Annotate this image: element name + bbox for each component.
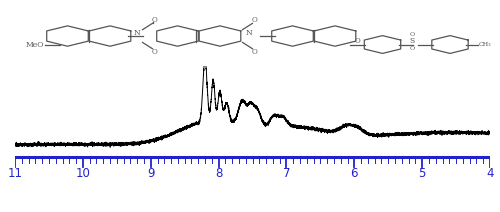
Text: 11: 11 xyxy=(8,167,22,180)
Text: 6: 6 xyxy=(350,167,358,180)
Text: O: O xyxy=(354,37,360,45)
Text: O: O xyxy=(152,48,158,56)
Text: MeO: MeO xyxy=(26,40,44,49)
Text: O: O xyxy=(410,46,415,51)
Text: CH₃: CH₃ xyxy=(478,42,492,47)
Text: O: O xyxy=(252,16,258,24)
Text: 9: 9 xyxy=(147,167,154,180)
Text: O: O xyxy=(152,16,158,24)
Text: 7: 7 xyxy=(282,167,290,180)
Text: 8: 8 xyxy=(215,167,222,180)
Text: N: N xyxy=(246,29,252,38)
Text: N: N xyxy=(134,29,141,38)
Text: O: O xyxy=(410,32,415,38)
Text: S: S xyxy=(410,37,415,45)
Text: 4: 4 xyxy=(486,167,494,180)
Text: O: O xyxy=(252,48,258,56)
Text: 5: 5 xyxy=(418,167,426,180)
Text: 10: 10 xyxy=(76,167,90,180)
